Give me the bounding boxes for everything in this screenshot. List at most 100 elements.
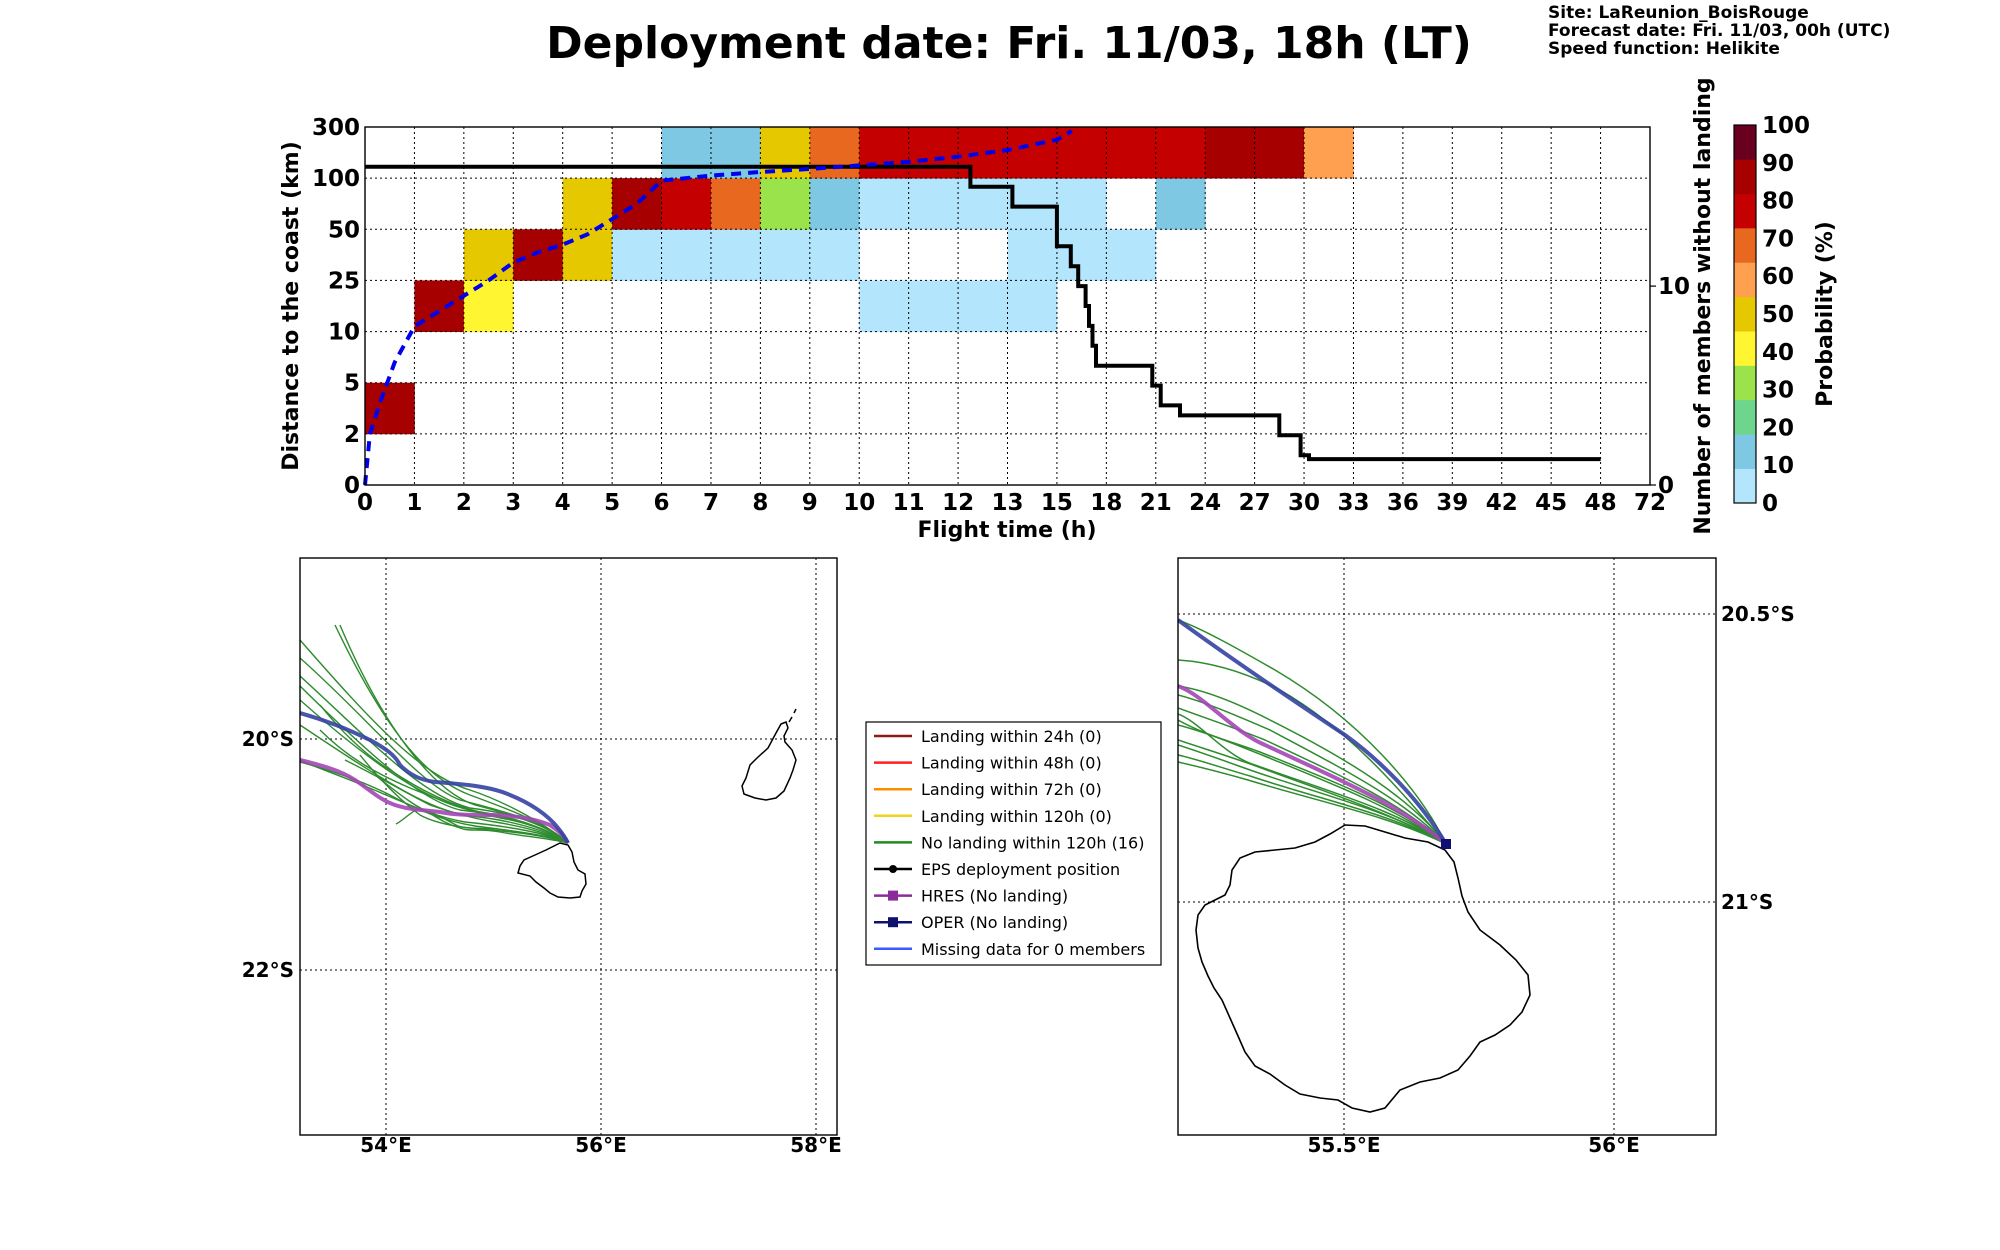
x-tick-label: 48 <box>1585 490 1617 516</box>
colorbar-tick-label: 100 <box>1762 113 1810 139</box>
legend-marker <box>889 865 897 873</box>
legend-label: HRES (No landing) <box>921 887 1068 906</box>
heatmap-cell <box>1007 178 1058 230</box>
forecast-label: Forecast date: Fri. 11/03, 00h (UTC) <box>1548 21 1890 41</box>
heatmap-cell <box>859 280 910 332</box>
left-map-ytick: 20°S <box>242 727 294 751</box>
x-tick-label: 27 <box>1239 490 1271 516</box>
legend-label: Landing within 24h (0) <box>921 727 1102 746</box>
heatmap-cell <box>710 229 761 281</box>
x-tick-label: 2 <box>456 490 472 516</box>
right-map: 55.5°E 56°E 20.5°S 21°S <box>1177 557 1795 1157</box>
colorbar-tick-label: 80 <box>1762 189 1794 215</box>
heatmap-cell <box>958 127 1008 179</box>
y2-tick-label: 10 <box>1658 274 1690 300</box>
x-tick-label: 11 <box>893 490 925 516</box>
legend-label: EPS deployment position <box>921 860 1120 879</box>
x-tick-label: 7 <box>703 490 719 516</box>
legend-label: No landing within 120h (16) <box>921 833 1144 852</box>
left-map-grid <box>300 558 837 1135</box>
colorbar-tick-label: 20 <box>1762 415 1794 441</box>
speed-label: Speed function: Helikite <box>1548 39 1780 59</box>
colorbar-tick-label: 0 <box>1762 491 1778 517</box>
colorbar: 0 10 20 30 40 50 60 70 80 90 100 Probability (%) <box>1733 113 1838 517</box>
members-without-landing-line <box>365 164 1601 462</box>
y-tick-label: 300 <box>312 115 360 141</box>
heatmap-cell <box>859 178 910 230</box>
colorbar-tick-labels: 0 10 20 30 40 50 60 70 80 90 100 <box>1762 113 1810 517</box>
heatmap-cell <box>760 229 811 281</box>
y-tick-label: 5 <box>344 371 360 397</box>
x-tick-label: 42 <box>1486 490 1518 516</box>
x-tick-label: 15 <box>1041 490 1073 516</box>
colorbar-box <box>1734 434 1756 469</box>
heatmap-cell <box>513 229 564 281</box>
colorbar-box <box>1734 125 1756 160</box>
legend-label: Landing within 72h (0) <box>921 780 1102 799</box>
left-map-hres-track <box>300 758 570 845</box>
x-tick-label: 30 <box>1288 490 1320 516</box>
legend: Landing within 24h (0) Landing within 48h… <box>865 721 1162 966</box>
heatmap-cell <box>1056 178 1107 230</box>
heatmap-cell <box>661 229 712 281</box>
mauritius-island-coast <box>741 721 797 801</box>
right-map-hres-track <box>1178 684 1448 846</box>
page-title: Deployment date: Fri. 11/03, 18h (LT) <box>546 18 1472 69</box>
legend-label: OPER (No landing) <box>921 913 1068 932</box>
heatmap-cell <box>1056 229 1107 281</box>
left-map-xtick: 56°E <box>575 1133 627 1157</box>
colorbar-box <box>1734 262 1756 298</box>
heatmap-cell <box>710 127 761 179</box>
heatmap-cell <box>908 280 959 332</box>
x-tick-label: 45 <box>1535 490 1567 516</box>
heatmap-cell <box>463 280 514 332</box>
x-tick-label: 5 <box>604 490 620 516</box>
left-map-oper-track <box>300 711 570 844</box>
y-axis-label: Distance to the coast (km) <box>279 141 304 471</box>
colorbar-boxes <box>1734 125 1756 504</box>
heatmap-cell <box>908 178 959 230</box>
colorbar-box <box>1734 296 1756 332</box>
heatmap-cell <box>1155 127 1206 179</box>
heatmap-cell <box>562 178 613 230</box>
heatmap-cell <box>809 127 860 179</box>
y-tick-label: 25 <box>328 268 360 294</box>
left-map: 54°E 56°E 58°E 20°S 22°S <box>242 557 842 1157</box>
x-tick-label: 6 <box>654 490 670 516</box>
colorbar-tick-label: 30 <box>1762 378 1794 404</box>
heatmap-cell <box>1007 229 1058 281</box>
x-tick-label: 24 <box>1189 490 1221 516</box>
left-map-xtick: 54°E <box>360 1133 412 1157</box>
heatmap-frame <box>364 126 1651 486</box>
x-tick-label: 10 <box>843 490 875 516</box>
reunion-island-coast <box>517 842 587 899</box>
x-tick-label: 4 <box>555 490 571 516</box>
colorbar-tick-label: 50 <box>1762 302 1794 328</box>
colorbar-box <box>1734 399 1756 435</box>
colorbar-tick-label: 70 <box>1762 226 1794 252</box>
heatmap-cell <box>1007 280 1058 332</box>
colorbar-tick-label: 60 <box>1762 264 1794 290</box>
heatmap-cell <box>661 127 712 179</box>
x-tick-labels: 0 1 2 3 4 5 6 7 8 9 10 11 12 13 15 18 21 24 27 30 33 36 39 42 45… <box>357 490 1666 516</box>
heatmap-cell <box>1254 127 1305 179</box>
colorbar-label: Probability (%) <box>1813 221 1838 407</box>
right-map-oper-track <box>1178 618 1448 846</box>
colorbar-tick-label: 40 <box>1762 340 1794 366</box>
colorbar-box <box>1734 468 1756 504</box>
legend-marker <box>888 917 898 928</box>
x-tick-label: 39 <box>1436 490 1468 516</box>
x-tick-label: 12 <box>942 490 974 516</box>
legend-label: Landing within 120h (0) <box>921 807 1112 826</box>
heatmap-cell <box>1007 127 1058 179</box>
x-tick-label: 9 <box>802 490 818 516</box>
deployment-position-marker <box>1441 839 1451 849</box>
x-tick-label: 33 <box>1337 490 1369 516</box>
median-distance-line <box>363 129 1073 486</box>
heatmap-cell <box>661 178 712 230</box>
x-tick-label: 18 <box>1090 490 1122 516</box>
right-map-ensemble-tracks <box>1178 619 1447 845</box>
y-tick-label: 0 <box>344 473 360 499</box>
heatmap-cell <box>414 280 465 332</box>
x-axis-label: Flight time (h) <box>917 518 1096 543</box>
